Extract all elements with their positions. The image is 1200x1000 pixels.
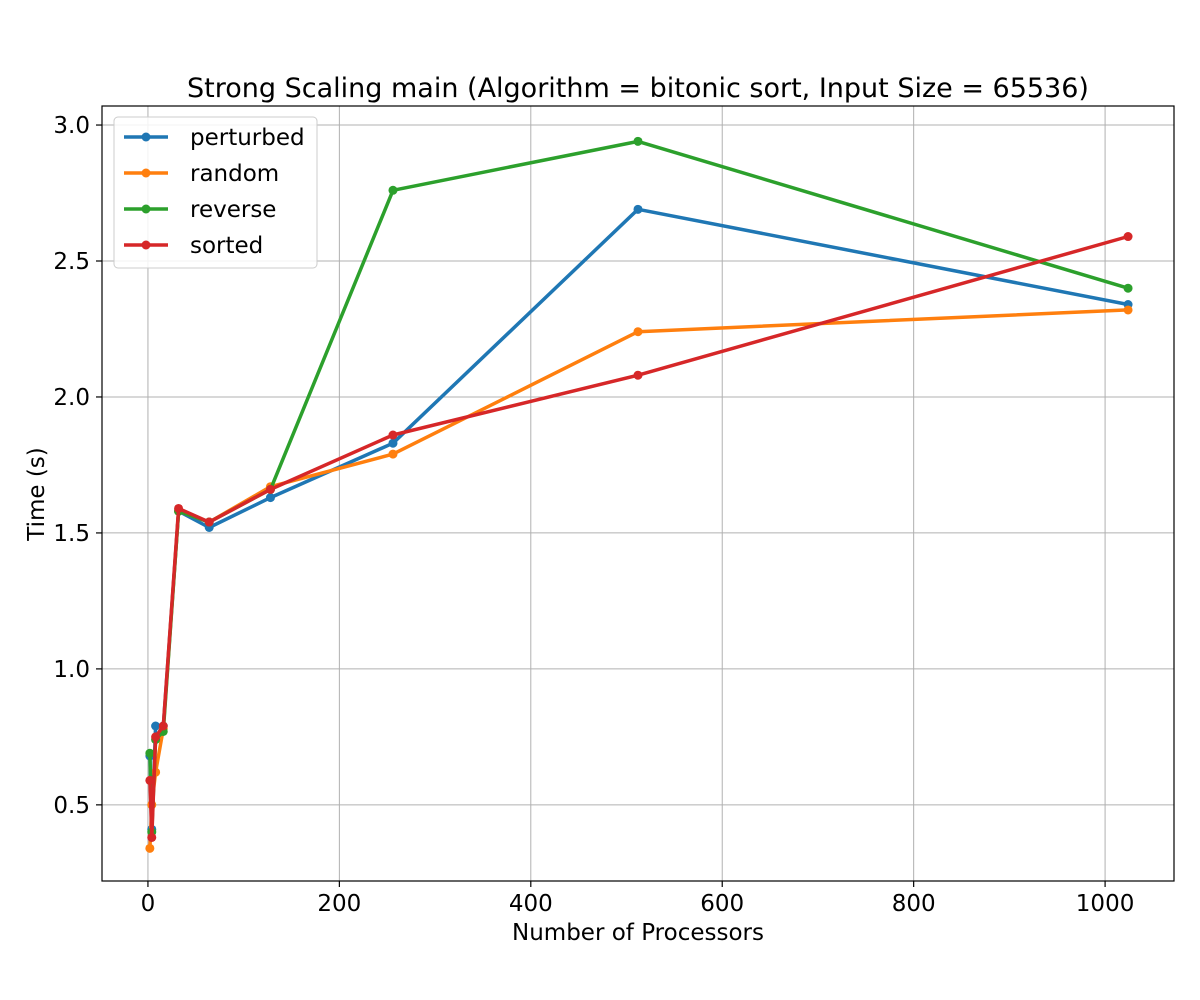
legend-swatch-marker	[141, 132, 151, 142]
chart-title: Strong Scaling main (Algorithm = bitonic…	[187, 73, 1089, 104]
legend-swatch-marker	[141, 168, 151, 178]
data-point-sorted	[158, 721, 168, 731]
y-tick-label: 2.5	[53, 249, 90, 275]
legend-item-reverse: reverse	[124, 197, 276, 223]
series-line-perturbed	[148, 207, 1130, 832]
plot-area-frame	[101, 105, 1175, 882]
series-perturbed	[145, 204, 1133, 834]
legend-frame	[113, 116, 318, 269]
y-axis-label: Time (s)	[24, 447, 50, 542]
data-point-reverse	[145, 748, 155, 758]
data-point-sorted	[1123, 232, 1133, 242]
legend-swatch-marker	[141, 204, 151, 214]
legend-item-sorted: sorted	[124, 233, 263, 259]
x-tick-label: 800	[892, 891, 936, 917]
x-tick-label: 1000	[1076, 891, 1135, 917]
data-point-random	[1123, 305, 1133, 315]
y-tick-label: 0.5	[53, 793, 90, 819]
data-point-reverse	[388, 185, 398, 195]
legend-item-perturbed: perturbed	[124, 125, 305, 151]
y-tick-label: 2.0	[53, 385, 90, 411]
series-group	[145, 136, 1133, 853]
data-point-perturbed	[388, 438, 398, 448]
legend-label: random	[190, 161, 279, 187]
series-random	[145, 305, 1133, 853]
data-point-sorted	[204, 517, 214, 527]
x-tick-label: 400	[509, 891, 553, 917]
legend-label: sorted	[190, 233, 263, 259]
data-point-reverse	[1123, 283, 1133, 293]
series-sorted	[145, 232, 1133, 842]
data-point-random	[388, 449, 398, 459]
data-point-sorted	[633, 370, 643, 380]
legend-label: perturbed	[190, 125, 305, 151]
x-tick-label: 600	[700, 891, 744, 917]
y-tick-label: 3.0	[53, 113, 90, 139]
data-point-sorted	[388, 430, 398, 440]
data-point-reverse	[633, 136, 643, 146]
data-point-sorted	[145, 775, 155, 785]
x-tick-label: 200	[317, 891, 361, 917]
legend: perturbed random reverse sorted	[113, 116, 318, 269]
ticks: 0 200 400 600 800 1000 0.5 1.0 1.5 2.0 2.5 3.0	[53, 113, 1134, 917]
x-axis-label: Number of Processors	[512, 920, 764, 946]
series-line-random	[148, 308, 1130, 851]
y-tick-label: 1.5	[53, 521, 90, 547]
legend-swatch-marker	[141, 240, 151, 250]
x-tick-label: 0	[141, 891, 156, 917]
series-line-sorted	[148, 234, 1130, 840]
data-point-sorted	[265, 484, 275, 494]
legend-label: reverse	[190, 197, 276, 223]
data-point-sorted	[147, 832, 157, 842]
data-point-sorted	[151, 732, 161, 742]
y-tick-label: 1.0	[53, 657, 90, 683]
data-point-random	[633, 327, 643, 337]
data-point-random	[145, 843, 155, 853]
legend-item-random: random	[124, 161, 279, 187]
data-point-perturbed	[265, 493, 275, 503]
data-point-sorted	[174, 503, 184, 513]
data-point-perturbed	[151, 721, 161, 731]
data-point-perturbed	[633, 204, 643, 214]
